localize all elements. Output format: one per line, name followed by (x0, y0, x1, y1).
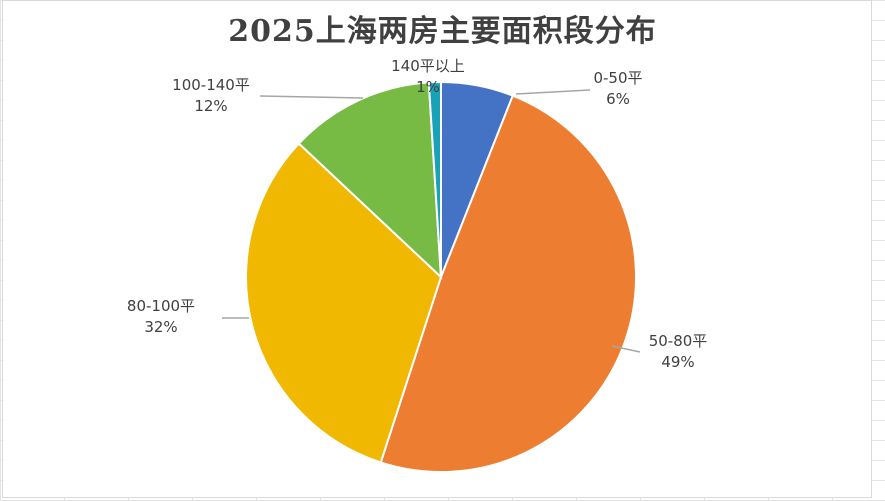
data-label-category-4: 140平以上 (391, 57, 465, 75)
chart-title: 2025上海两房主要面积段分布 (228, 14, 657, 49)
data-label-percent-2: 32% (144, 318, 177, 336)
pie-slice-3[interactable] (297, 81, 443, 280)
data-label-category-2: 80-100平 (127, 297, 195, 315)
pie-slice-1[interactable] (379, 94, 637, 473)
data-label-percent-3: 12% (194, 97, 227, 115)
leader-line-1 (611, 345, 641, 353)
data-label-percent-1: 49% (661, 353, 694, 371)
leader-line-0 (515, 89, 591, 95)
data-label-category-3: 100-140平 (172, 76, 250, 94)
data-label-category-0: 0-50平 (593, 69, 642, 87)
pie-slice-2[interactable] (245, 142, 443, 464)
data-label-percent-0: 6% (606, 90, 630, 108)
data-label-percent-4: 1% (416, 78, 440, 96)
leader-line-3 (259, 95, 364, 99)
data-label-category-1: 50-80平 (649, 332, 708, 350)
pie-slice-4[interactable] (427, 80, 442, 278)
